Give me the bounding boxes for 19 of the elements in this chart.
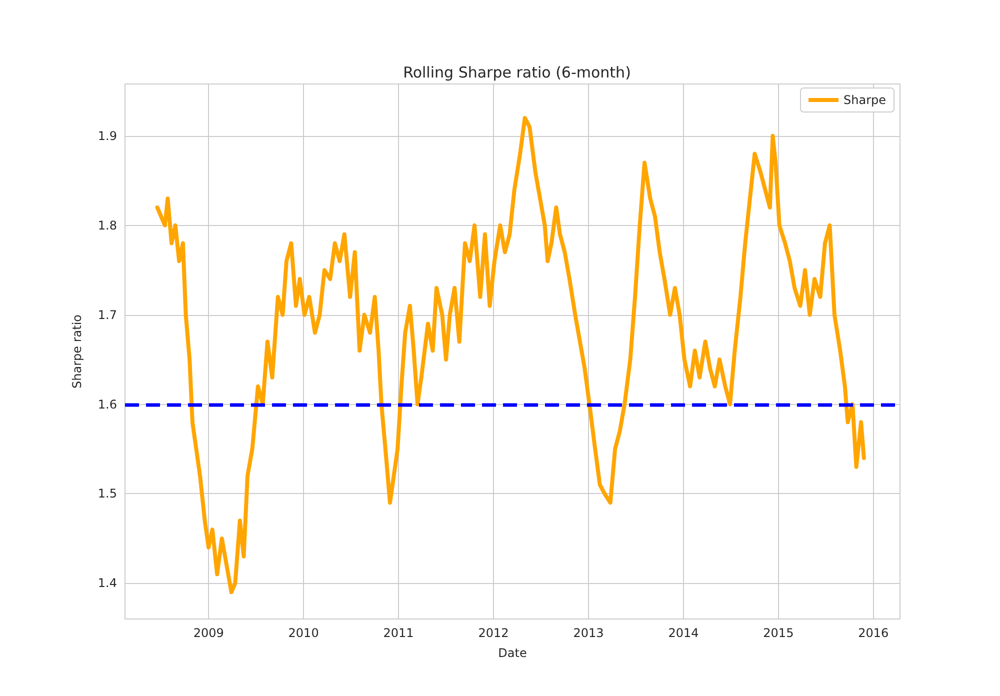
y-axis-title: Sharpe ratio [70, 314, 84, 388]
y-tick-label: 1.4 [98, 576, 117, 590]
y-tick-label: 1.9 [98, 128, 117, 143]
x-tick-label: 2016 [858, 626, 889, 640]
x-tick-label: 2010 [288, 626, 319, 640]
x-axis-title: Date [498, 646, 527, 660]
x-tick-label: 2011 [383, 626, 414, 640]
chart-title: Rolling Sharpe ratio (6-month) [403, 64, 631, 82]
y-tick-label: 1.6 [98, 397, 117, 412]
line-series [155, 116, 866, 594]
x-tick-label: 2014 [668, 626, 699, 640]
x-tick-label: 2009 [193, 626, 224, 640]
legend-label: Sharpe [843, 93, 886, 107]
x-tick-label: 2015 [763, 626, 794, 640]
y-tick-label: 1.8 [98, 218, 117, 232]
y-tick-label: 1.7 [98, 308, 117, 322]
x-tick-label: 2013 [573, 626, 604, 640]
x-tick-label: 2012 [478, 626, 509, 640]
y-tick-label: 1.5 [98, 486, 117, 501]
